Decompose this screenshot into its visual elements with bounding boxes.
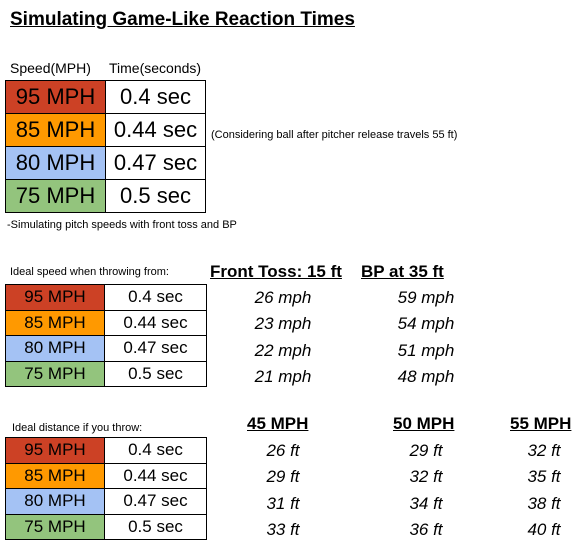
table-row: 80 MPH 0.47 sec (5, 146, 206, 180)
time-cell: 0.4 sec (105, 80, 206, 114)
speed-column-header: Speed(MPH) (10, 60, 91, 76)
speed-cell: 75 MPH (5, 360, 105, 387)
distance-45-value: 26 ft (266, 441, 300, 460)
ideal-speed-label: Ideal speed when throwing from: (10, 266, 169, 278)
distance-55-value: 32 ft (527, 441, 561, 460)
page-title: Simulating Game-Like Reaction Times (10, 9, 355, 30)
bp-column-header: BP at 35 ft (361, 262, 444, 281)
distance-45-value: 29 ft (266, 467, 300, 486)
speed-cell: 80 MPH (5, 488, 105, 515)
table-row: 75 MPH 0.5 sec (5, 179, 206, 213)
bp-value: 54 mph (397, 314, 455, 333)
bp-value: 48 mph (397, 367, 455, 386)
speed-cell: 95 MPH (5, 80, 106, 114)
speed-cell: 75 MPH (5, 513, 105, 540)
table-row: 95 MPH 0.4 sec (5, 80, 206, 114)
bp-value: 59 mph (397, 288, 455, 307)
speed-cell: 95 MPH (5, 437, 105, 464)
table-row: 85 MPH 0.44 sec (5, 309, 207, 336)
55-mph-column-header: 55 MPH (510, 414, 572, 433)
distance-55-value: 38 ft (527, 494, 561, 513)
distance-50-value: 34 ft (409, 494, 443, 513)
speed-cell: 75 MPH (5, 179, 106, 213)
time-cell: 0.4 sec (104, 284, 207, 311)
simulation-footnote: -Simulating pitch speeds with front toss… (7, 219, 237, 231)
speed-cell: 80 MPH (5, 335, 105, 362)
time-cell: 0.44 sec (104, 462, 207, 489)
distance-55-value: 40 ft (527, 520, 561, 539)
distance-45-value: 31 ft (266, 494, 300, 513)
speed-cell: 85 MPH (5, 462, 105, 489)
speed-cell: 95 MPH (5, 284, 105, 311)
distance-45-value: 33 ft (266, 520, 300, 539)
table-row: 85 MPH 0.44 sec (5, 462, 207, 489)
bp-value: 51 mph (397, 341, 455, 360)
time-cell: 0.44 sec (105, 113, 206, 147)
time-cell: 0.5 sec (104, 513, 207, 540)
45-mph-column-header: 45 MPH (247, 414, 309, 433)
front-toss-value: 22 mph (254, 341, 312, 360)
time-cell: 0.5 sec (104, 360, 207, 387)
distance-55-value: 35 ft (527, 467, 561, 486)
speed-cell: 85 MPH (5, 113, 106, 147)
release-distance-note: (Considering ball after pitcher release … (211, 129, 458, 141)
ideal-distance-label: Ideal distance if you throw: (12, 422, 143, 434)
front-toss-value: 21 mph (254, 367, 312, 386)
time-cell: 0.44 sec (104, 309, 207, 336)
time-cell: 0.47 sec (104, 488, 207, 515)
table-row: 95 MPH 0.4 sec (5, 284, 207, 311)
ideal-distance-table: 95 MPH 0.4 sec 85 MPH 0.44 sec 80 MPH 0.… (5, 437, 207, 540)
distance-50-value: 29 ft (409, 441, 443, 460)
speed-cell: 85 MPH (5, 309, 105, 336)
front-toss-value: 26 mph (254, 288, 312, 307)
front-toss-column-header: Front Toss: 15 ft (210, 262, 342, 281)
table-row: 80 MPH 0.47 sec (5, 335, 207, 362)
reaction-time-table: 95 MPH 0.4 sec 85 MPH 0.44 sec 80 MPH 0.… (5, 80, 206, 213)
table-row: 75 MPH 0.5 sec (5, 360, 207, 387)
time-cell: 0.5 sec (105, 179, 206, 213)
table-row: 75 MPH 0.5 sec (5, 513, 207, 540)
table-row: 80 MPH 0.47 sec (5, 488, 207, 515)
time-column-header: Time(seconds) (109, 60, 202, 76)
time-cell: 0.4 sec (104, 437, 207, 464)
50-mph-column-header: 50 MPH (393, 414, 455, 433)
speed-cell: 80 MPH (5, 146, 106, 180)
ideal-speed-table: 95 MPH 0.4 sec 85 MPH 0.44 sec 80 MPH 0.… (5, 284, 207, 387)
time-cell: 0.47 sec (104, 335, 207, 362)
front-toss-value: 23 mph (254, 314, 312, 333)
time-cell: 0.47 sec (105, 146, 206, 180)
table-row: 85 MPH 0.44 sec (5, 113, 206, 147)
distance-50-value: 36 ft (409, 520, 443, 539)
distance-50-value: 32 ft (409, 467, 443, 486)
table-row: 95 MPH 0.4 sec (5, 437, 207, 464)
